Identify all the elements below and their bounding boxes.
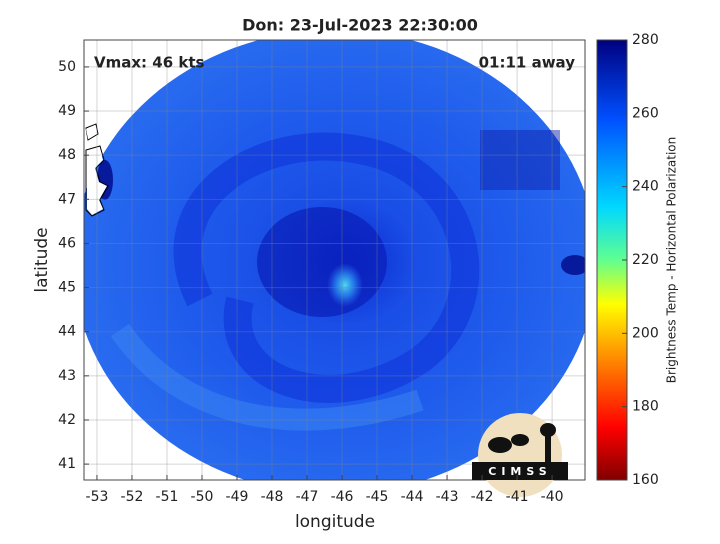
annotation: 01:11 away	[479, 54, 576, 72]
x-tick-label: -51	[156, 489, 179, 505]
y-tick-label: 50	[58, 59, 76, 75]
x-tick-label: -43	[436, 489, 459, 505]
logo-text: CIMSS	[488, 465, 551, 478]
y-tick-label: 43	[58, 368, 76, 384]
logo: CIMSS	[472, 413, 568, 497]
y-tick-label: 47	[58, 191, 76, 207]
colorbar-tick-label: 280	[632, 32, 659, 48]
annotation: Vmax: 46 kts	[94, 54, 204, 72]
y-tick-label: 45	[58, 280, 76, 296]
y-tick-label: 41	[58, 456, 76, 472]
satellite-image	[84, 40, 585, 480]
x-tick-label: -46	[331, 489, 354, 505]
y-tick-label: 42	[58, 412, 76, 428]
y-tick-label: 44	[58, 324, 76, 340]
x-tick-label: -45	[366, 489, 389, 505]
colorbar-tick-label: 260	[632, 105, 659, 121]
y-tick-label: 46	[58, 235, 76, 251]
colorbar-label: Brightness Temp - Horizontal Polarizatio…	[665, 137, 679, 384]
x-axis-label: longitude	[295, 512, 375, 532]
x-tick-label: -44	[401, 489, 424, 505]
x-tick-label: -40	[541, 489, 564, 505]
plot-frame	[83, 39, 586, 481]
x-tick-label: -52	[121, 489, 144, 505]
grid	[84, 40, 585, 480]
x-tick-label: -53	[86, 489, 109, 505]
colorbar-tick-label: 220	[632, 252, 659, 268]
x-tick-label: -48	[261, 489, 284, 505]
x-tick-label: -49	[226, 489, 249, 505]
colorbar-tick-label: 180	[632, 399, 659, 415]
y-axis-label: latitude	[32, 227, 52, 292]
colorbar-tick-label: 160	[632, 472, 659, 488]
x-tick-label: -42	[471, 489, 494, 505]
title: Don: 23-Jul-2023 22:30:00	[242, 16, 478, 35]
y-tick-label: 49	[58, 103, 76, 119]
x-tick-label: -47	[296, 489, 319, 505]
x-tick-label: -41	[506, 489, 529, 505]
colorbar-tick-label: 200	[632, 325, 659, 341]
colorbar-tick-label: 240	[632, 179, 659, 195]
x-tick-label: -50	[191, 489, 214, 505]
y-tick-label: 48	[58, 147, 76, 163]
